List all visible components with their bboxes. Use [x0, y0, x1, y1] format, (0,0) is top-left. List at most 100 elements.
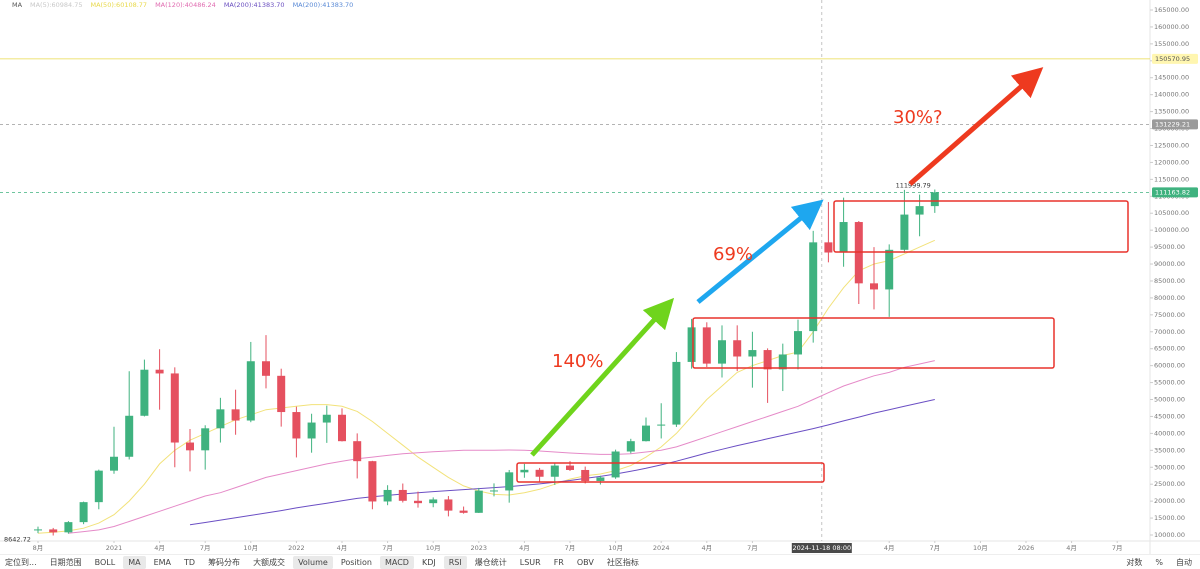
legend-item: MA(50):60108.77 — [90, 1, 147, 9]
candle-body — [79, 502, 88, 523]
x-tick-label: 10月 — [608, 544, 623, 552]
y-tick-label: 55000.00 — [1154, 379, 1185, 387]
x-tick-label: 4月 — [337, 544, 348, 552]
candle-body — [398, 489, 407, 501]
candle-body — [702, 327, 711, 364]
y-tick-label: 10000.00 — [1154, 531, 1185, 539]
toolbar-button[interactable]: OBV — [576, 557, 594, 567]
candle-body — [520, 469, 529, 473]
candle-body — [672, 361, 681, 425]
toolbar-button[interactable]: MA — [123, 555, 146, 569]
candle-body — [611, 451, 620, 478]
x-tick-label: 2026 — [1018, 544, 1035, 552]
y-tick-label: 140000.00 — [1154, 91, 1189, 99]
candle-body — [368, 461, 377, 502]
toolbar-button[interactable]: 筹码分布 — [208, 557, 241, 567]
x-tick-label: 7月 — [1112, 544, 1123, 552]
arrow — [530, 297, 675, 457]
toolbar-button[interactable]: RSI — [443, 555, 467, 569]
candle-body — [535, 469, 544, 477]
candle-body — [353, 441, 362, 462]
toolbar-button[interactable]: LSUR — [519, 557, 541, 567]
candle-body — [763, 350, 772, 370]
toolbar-button[interactable]: EMA — [153, 557, 172, 567]
candle-body — [292, 412, 301, 439]
crosshair-label-box — [791, 543, 852, 553]
legend-item: MA(200):41383.70 — [293, 1, 354, 9]
toolbar-button[interactable]: 日期范围 — [49, 557, 82, 567]
x-tick-label: 7月 — [382, 544, 393, 552]
toolbar: 定位到... 日期范围 BOLL MA EMA TD 筹码分布 大额成交 Volume Posit… — [0, 554, 1200, 569]
candle-body — [505, 472, 514, 491]
x-tick-label: 2021 — [106, 544, 123, 552]
candle-body — [794, 331, 802, 355]
price-label: 111163.82 — [1155, 188, 1190, 196]
legend-item: MA(120):40486.24 — [155, 1, 216, 9]
candle-body — [566, 465, 574, 470]
y-tick-label: 165000.00 — [1154, 6, 1189, 14]
candle-body — [338, 414, 346, 442]
candle-body — [748, 350, 757, 357]
annotation-text: 140% — [552, 351, 603, 372]
candle-body — [155, 369, 164, 374]
candle-body — [34, 529, 42, 531]
toolbar-button[interactable]: Position — [340, 557, 372, 567]
toolbar-button[interactable]: 大额成交 — [253, 557, 286, 567]
x-tick-label: 4月 — [519, 544, 530, 552]
candle-body — [262, 361, 270, 376]
candle-body — [809, 242, 818, 332]
y-tick-label: 85000.00 — [1154, 277, 1185, 285]
candle-body — [125, 415, 134, 457]
toolbar-button[interactable]: KDJ — [421, 557, 436, 567]
ma-legend: MA MA(5):60984.75 MA(50):60108.77 MA(120):4… — [12, 1, 353, 9]
toolbar-button[interactable]: BOLL — [94, 557, 116, 567]
y-tick-label: 135000.00 — [1154, 108, 1189, 116]
low-marker: 8642.72 — [4, 536, 31, 544]
candle-body — [657, 424, 666, 426]
candle-body — [414, 500, 422, 504]
candle-body — [596, 477, 605, 481]
candle-body — [383, 489, 392, 502]
toolbar-button[interactable]: 社区指标 — [606, 557, 639, 567]
candle-body — [839, 222, 848, 253]
candle-body — [322, 414, 331, 423]
x-tick-label: 10月 — [426, 544, 441, 552]
candle-body — [140, 369, 149, 416]
toolbar-button[interactable]: FR — [553, 557, 564, 567]
y-tick-label: 50000.00 — [1154, 396, 1185, 404]
toolbar-button[interactable]: 对数 — [1126, 557, 1143, 567]
toolbar-button[interactable]: TD — [184, 557, 196, 567]
candle-body — [733, 340, 742, 357]
toolbar-button[interactable]: % — [1155, 557, 1163, 567]
candle-body — [429, 499, 438, 504]
x-tick-label: 7月 — [200, 544, 211, 552]
candle-body — [550, 465, 559, 477]
x-tick-label: 10月 — [243, 544, 258, 552]
candle-body — [277, 375, 286, 413]
price-label: 150570.95 — [1155, 55, 1190, 63]
toolbar-button[interactable]: 自动 — [1176, 557, 1192, 567]
y-tick-label: 75000.00 — [1154, 311, 1185, 319]
toolbar-button[interactable]: Volume — [293, 555, 333, 569]
toolbar-button[interactable]: 爆仓统计 — [474, 557, 507, 567]
candle-body — [64, 522, 73, 533]
arrow — [908, 67, 1044, 186]
toolbar-button[interactable]: 定位到... — [5, 557, 37, 567]
candle-body — [201, 428, 210, 451]
candle-body — [642, 425, 650, 442]
x-tick-label: 4月 — [884, 544, 895, 552]
y-tick-label: 95000.00 — [1154, 243, 1185, 251]
y-tick-label: 155000.00 — [1154, 40, 1189, 48]
x-tick-label: 4月 — [154, 544, 165, 552]
candle-body — [49, 529, 58, 533]
y-tick-label: 30000.00 — [1154, 463, 1185, 471]
x-tick-label: 2022 — [288, 544, 305, 552]
candle-body — [170, 373, 179, 443]
candle-body — [687, 327, 696, 362]
toolbar-button[interactable]: MACD — [379, 555, 414, 569]
x-tick-label: 8月 — [33, 544, 44, 552]
candle-body — [915, 206, 924, 215]
x-tick-label: 4月 — [701, 544, 712, 552]
candle-body — [885, 249, 894, 290]
